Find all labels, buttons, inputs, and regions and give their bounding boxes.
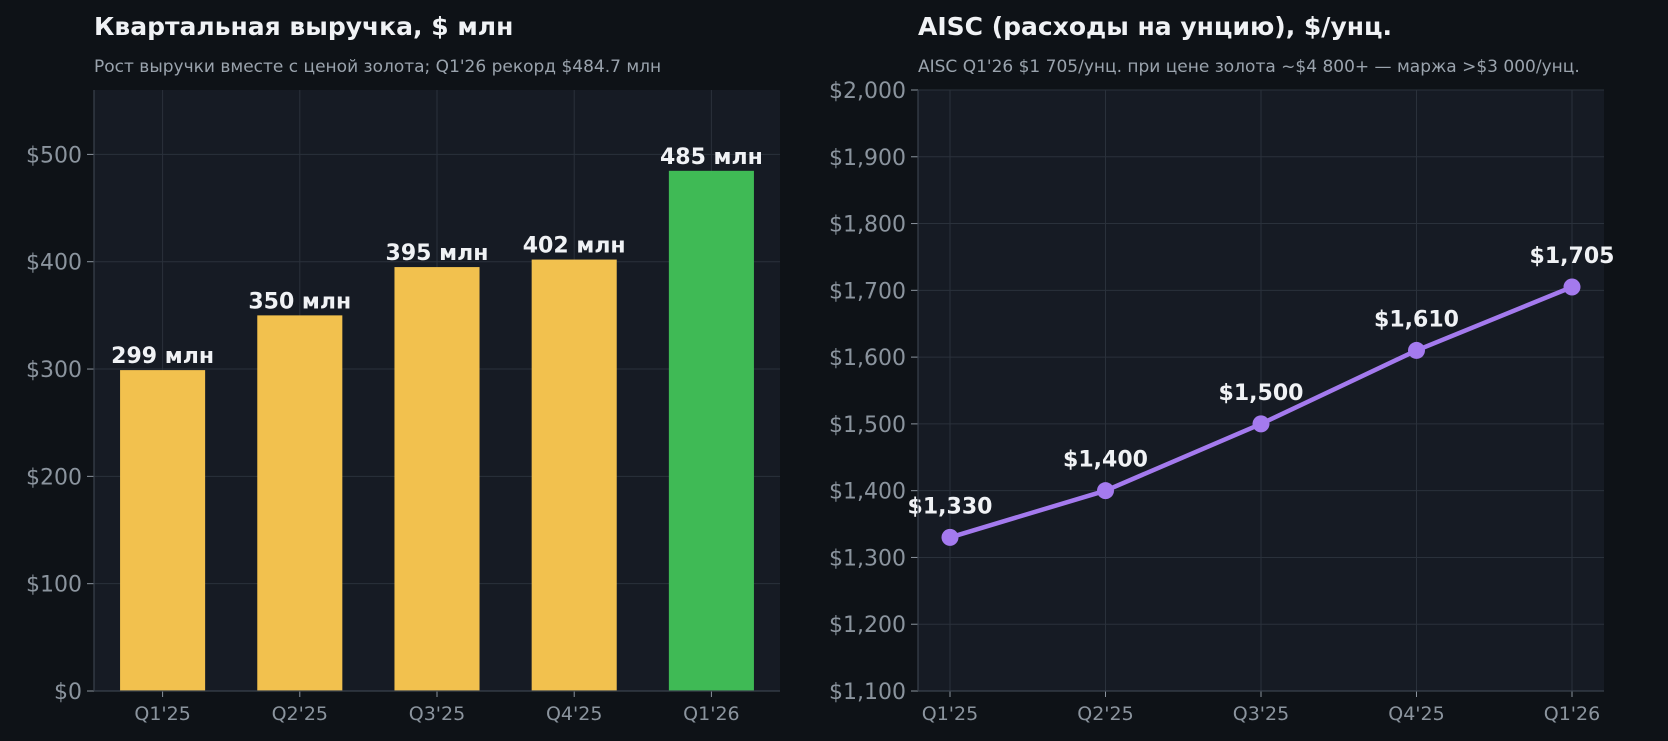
- x-tick-label: Q2'25: [272, 703, 328, 725]
- revenue-bar: [394, 267, 480, 691]
- x-tick-label: Q4'25: [546, 703, 602, 725]
- aisc-chart-subtitle: AISC Q1'26 $1 705/унц. при цене золота ~…: [918, 57, 1580, 77]
- x-tick-label: Q3'25: [409, 703, 465, 725]
- revenue-data-label: 402 млн: [523, 234, 626, 259]
- aisc-data-label: $1,330: [908, 494, 993, 519]
- revenue-bar: [120, 370, 206, 691]
- y-tick-label: $0: [54, 680, 82, 705]
- aisc-chart: AISC (расходы на унцию), $/унц. AISC Q1'…: [829, 12, 1614, 725]
- x-tick-label: Q1'25: [134, 703, 190, 725]
- y-tick-label: $1,500: [829, 413, 906, 438]
- revenue-bars: [120, 170, 754, 691]
- y-tick-label: $1,200: [829, 613, 906, 638]
- aisc-grid: [918, 89, 1604, 692]
- y-tick-label: $400: [26, 251, 82, 276]
- revenue-bar: [668, 170, 754, 691]
- y-tick-label: $2,000: [829, 79, 906, 104]
- revenue-data-label: 485 млн: [660, 145, 763, 170]
- y-tick-label: $500: [26, 143, 82, 168]
- revenue-axis-ticks: $0 $100 $200 $300 $400 $500 Q1'25 Q2'25 Q3'25 Q4'…: [26, 90, 780, 725]
- aisc-chart-title: AISC (расходы на унцию), $/унц.: [918, 12, 1392, 41]
- aisc-point: [941, 528, 959, 546]
- revenue-chart-subtitle: Рост выручки вместе с ценой золота; Q1'2…: [94, 57, 661, 77]
- x-tick-label: Q3'25: [1233, 703, 1289, 725]
- aisc-point: [1097, 482, 1114, 500]
- aisc-point: [1408, 341, 1425, 359]
- x-tick-label: Q4'25: [1388, 703, 1444, 725]
- revenue-data-labels: 299 млн 350 млн 395 млн 402 млн 485 млн: [111, 145, 763, 369]
- y-tick-label: $200: [26, 465, 82, 490]
- y-tick-label: $1,300: [829, 546, 906, 571]
- y-tick-label: $1,600: [829, 346, 906, 371]
- y-tick-label: $300: [26, 358, 82, 383]
- aisc-axis-ticks: $1,100 $1,200 $1,300 $1,400 $1,500 $1,600 $1,7…: [829, 79, 1604, 725]
- aisc-data-label: $1,705: [1530, 244, 1615, 269]
- revenue-chart-title: Квартальная выручка, $ млн: [94, 12, 513, 41]
- aisc-series: [941, 278, 1581, 546]
- y-tick-label: $1,700: [829, 279, 906, 304]
- revenue-data-label: 299 млн: [111, 344, 214, 369]
- x-tick-label: Q2'25: [1077, 703, 1133, 725]
- revenue-bar: [257, 315, 343, 691]
- revenue-chart: Квартальная выручка, $ млн Рост выручки …: [26, 12, 780, 725]
- y-tick-label: $1,800: [829, 213, 906, 238]
- y-tick-label: $1,100: [829, 680, 906, 705]
- aisc-data-label: $1,500: [1219, 381, 1304, 406]
- x-tick-label: Q1'26: [683, 703, 739, 725]
- revenue-data-label: 350 млн: [248, 289, 351, 314]
- aisc-data-labels: $1,330 $1,400 $1,500 $1,610 $1,705: [908, 244, 1615, 519]
- aisc-point: [1563, 278, 1581, 296]
- aisc-data-label: $1,400: [1063, 448, 1148, 473]
- x-tick-label: Q1'26: [1544, 703, 1600, 725]
- y-tick-label: $1,900: [829, 146, 906, 171]
- y-tick-label: $100: [26, 573, 82, 598]
- aisc-data-label: $1,610: [1374, 307, 1459, 332]
- revenue-data-label: 395 млн: [386, 241, 489, 266]
- x-tick-label: Q1'25: [922, 703, 978, 725]
- aisc-point: [1252, 415, 1270, 433]
- revenue-bar: [531, 259, 617, 691]
- y-tick-label: $1,400: [829, 480, 906, 505]
